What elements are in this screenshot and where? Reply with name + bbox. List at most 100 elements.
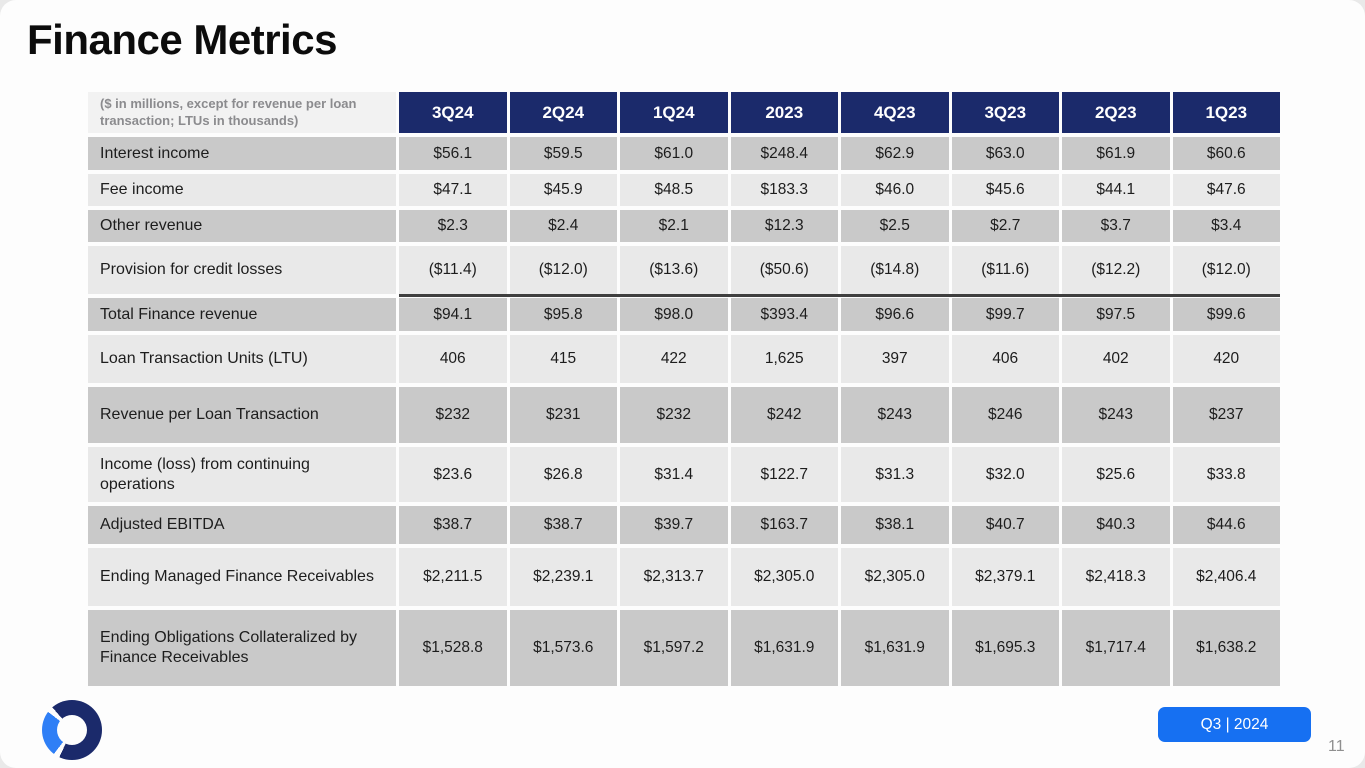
table-cell: $23.6 xyxy=(399,447,507,502)
column-header: 2023 xyxy=(730,92,838,133)
table-cell: $242 xyxy=(730,387,838,443)
table-cell: $243 xyxy=(841,387,949,443)
row-label: Interest income xyxy=(88,137,396,170)
table-cell: $231 xyxy=(509,387,617,443)
table-cell: $31.3 xyxy=(841,447,949,502)
table-cell: $45.9 xyxy=(509,174,617,206)
table-cell: $2,418.3 xyxy=(1062,548,1170,606)
table-cell: 397 xyxy=(841,335,949,383)
row-label: Fee income xyxy=(88,174,396,206)
table-cell: $32.0 xyxy=(951,447,1059,502)
table-cell: $25.6 xyxy=(1062,447,1170,502)
table-cell: 415 xyxy=(509,335,617,383)
table-cell: ($11.6) xyxy=(951,246,1059,294)
finance-metrics-table: ($ in millions, except for revenue per l… xyxy=(88,92,1280,686)
column-header: 1Q23 xyxy=(1172,92,1280,133)
table-cell: $2.4 xyxy=(509,210,617,242)
table-cell: $2,379.1 xyxy=(951,548,1059,606)
table-cell: ($14.8) xyxy=(841,246,949,294)
table-cell: $99.6 xyxy=(1172,298,1280,331)
table-cell: $47.6 xyxy=(1172,174,1280,206)
table-cell: $46.0 xyxy=(841,174,949,206)
table-cell: $2,239.1 xyxy=(509,548,617,606)
table-cell: $94.1 xyxy=(399,298,507,331)
table-cell: $40.3 xyxy=(1062,506,1170,544)
table-cell: $393.4 xyxy=(730,298,838,331)
table-cell: $98.0 xyxy=(620,298,728,331)
table-cell: $47.1 xyxy=(399,174,507,206)
table-cell: $1,638.2 xyxy=(1172,610,1280,686)
table-cell: $96.6 xyxy=(841,298,949,331)
table-cell: $2.1 xyxy=(620,210,728,242)
row-label: Provision for credit losses xyxy=(88,246,396,294)
table-cell: $95.8 xyxy=(509,298,617,331)
table-cell: $62.9 xyxy=(841,137,949,170)
table-cell: $38.7 xyxy=(399,506,507,544)
table-cell: $237 xyxy=(1172,387,1280,443)
table-cell: $31.4 xyxy=(620,447,728,502)
table-cell: 420 xyxy=(1172,335,1280,383)
table-cell: $38.7 xyxy=(509,506,617,544)
table-cell: $60.6 xyxy=(1172,137,1280,170)
table-cell: $248.4 xyxy=(730,137,838,170)
table-cell: ($12.0) xyxy=(509,246,617,294)
table-cell: ($50.6) xyxy=(730,246,838,294)
table-units-note: ($ in millions, except for revenue per l… xyxy=(88,92,396,133)
column-header: 3Q23 xyxy=(951,92,1059,133)
table-cell: $1,695.3 xyxy=(951,610,1059,686)
table-cell: $1,717.4 xyxy=(1062,610,1170,686)
table-cell: $2.3 xyxy=(399,210,507,242)
table-cell: $12.3 xyxy=(730,210,838,242)
table-cell: $232 xyxy=(620,387,728,443)
row-label: Revenue per Loan Transaction xyxy=(88,387,396,443)
table-cell: 406 xyxy=(951,335,1059,383)
table-cell: 406 xyxy=(399,335,507,383)
table-cell: $2,305.0 xyxy=(841,548,949,606)
table-cell: $243 xyxy=(1062,387,1170,443)
table-cell: $45.6 xyxy=(951,174,1059,206)
table-cell: $97.5 xyxy=(1062,298,1170,331)
table-cell: $3.7 xyxy=(1062,210,1170,242)
row-label: Total Finance revenue xyxy=(88,298,396,331)
table-cell: $99.7 xyxy=(951,298,1059,331)
table-cell: $183.3 xyxy=(730,174,838,206)
table-cell: 422 xyxy=(620,335,728,383)
column-header: 3Q24 xyxy=(399,92,507,133)
column-header: 4Q23 xyxy=(841,92,949,133)
table-cell: $2,211.5 xyxy=(399,548,507,606)
page-title: Finance Metrics xyxy=(27,16,337,63)
table-cell: ($12.2) xyxy=(1062,246,1170,294)
table-cell: $61.9 xyxy=(1062,137,1170,170)
table-cell: $44.1 xyxy=(1062,174,1170,206)
table-cell: $63.0 xyxy=(951,137,1059,170)
row-label: Adjusted EBITDA xyxy=(88,506,396,544)
row-label: Ending Managed Finance Receivables xyxy=(88,548,396,606)
column-header: 2Q24 xyxy=(509,92,617,133)
table-cell: $1,631.9 xyxy=(730,610,838,686)
table-cell: $2.7 xyxy=(951,210,1059,242)
table-cell: $2,313.7 xyxy=(620,548,728,606)
table-cell: $38.1 xyxy=(841,506,949,544)
column-header: 1Q24 xyxy=(620,92,728,133)
table-cell: $56.1 xyxy=(399,137,507,170)
table-cell: ($11.4) xyxy=(399,246,507,294)
table-cell: $2,406.4 xyxy=(1172,548,1280,606)
table-cell: $1,573.6 xyxy=(509,610,617,686)
table-cell: $48.5 xyxy=(620,174,728,206)
column-header: 2Q23 xyxy=(1062,92,1170,133)
table-cell: $1,597.2 xyxy=(620,610,728,686)
table-cell: $33.8 xyxy=(1172,447,1280,502)
table-cell: $26.8 xyxy=(509,447,617,502)
table-cell: $44.6 xyxy=(1172,506,1280,544)
table-cell: $232 xyxy=(399,387,507,443)
row-label: Ending Obligations Collateralized by Fin… xyxy=(88,610,396,686)
table-cell: ($12.0) xyxy=(1172,246,1280,294)
table-cell: $40.7 xyxy=(951,506,1059,544)
logo-center-hole xyxy=(57,715,87,745)
page-number: 11 xyxy=(1328,738,1345,755)
table-cell: $59.5 xyxy=(509,137,617,170)
table-cell: $39.7 xyxy=(620,506,728,544)
table-cell: 1,625 xyxy=(730,335,838,383)
total-row-divider-line xyxy=(399,294,1280,297)
